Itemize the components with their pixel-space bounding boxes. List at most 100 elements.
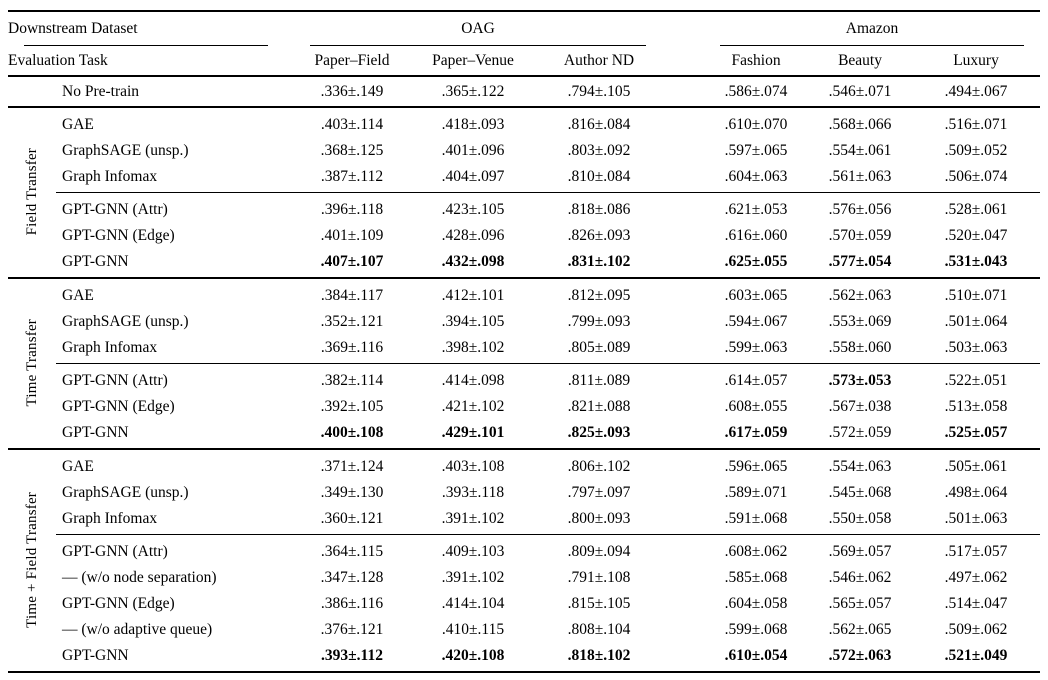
metric-cell: .336±.149 [294,76,410,108]
table-row: Field Transfer GAE .403±.114 .418±.093 .… [8,107,1040,279]
column-gap [662,163,705,193]
metric-cell: .570±.059 [828,226,892,244]
metric-cell: .569±.057 [828,542,892,560]
row-label: GAE [62,115,94,133]
column-gap [662,419,705,450]
column-gap [662,505,705,535]
metric-cell: .561±.063 [808,163,913,193]
metric-cell: .407±.107 [294,248,410,279]
metric-cell: .393±.118 [441,483,505,501]
section-label-text: Field Transfer [23,147,40,236]
metric-cell: .428±.096 [441,226,505,244]
table-row: Graph Infomax .369±.116 .398±.102 .805±.… [8,334,1041,364]
metric-cell: .398±.102 [410,334,536,364]
metric-cell: .429±.101 [410,419,536,450]
metric-cell: .400±.108 [294,419,410,450]
row-label: GraphSAGE (unsp.) [62,141,189,159]
metric-cell: .414±.104 [441,594,505,612]
column-gap [662,137,704,163]
metric-cell: .393±.112 [294,642,410,673]
metric-cell: .509±.052 [944,141,1008,159]
metric-cell: .604±.063 [704,163,809,193]
empty-cell [8,76,56,108]
metric-cell: .608±.055 [724,397,788,415]
section-label-text: Time Transfer [23,318,40,407]
table-row: GPT-GNN .393±.112 .420±.108 .818±.102 .6… [8,642,1041,673]
row-label: GPT-GNN (Edge) [62,594,175,612]
table-row: Graph Infomax .360±.121 .391±.102 .800±.… [8,505,1041,535]
metric-cell: .573±.053 [828,371,892,389]
row-label: No Pre-train [56,76,294,108]
table-row: Graph Infomax .387±.112 .404±.097 .810±.… [8,163,1041,193]
column-gap [662,248,705,279]
column-gap [662,590,704,616]
metric-cell: .818±.102 [536,642,663,673]
baseline-section: No Pre-train .336±.149 .365±.122 .794±.1… [8,76,1041,108]
metric-cell: .818±.086 [567,200,631,218]
metric-cell: .572±.063 [808,642,913,673]
metric-cell: .503±.063 [912,334,1041,364]
column-gap [662,334,705,364]
metric-cell: .514±.047 [944,594,1008,612]
metric-cell: .528±.061 [944,200,1008,218]
metric-cell: .562±.065 [828,620,892,638]
metric-cell: .809±.094 [567,542,631,560]
metric-cell: .797±.097 [567,483,631,501]
metric-cell: .558±.060 [808,334,913,364]
metric-cell: .420±.108 [410,642,536,673]
section-label-time-field-transfer: Time + Field Transfer [8,449,56,673]
metric-cell: .505±.061 [944,457,1008,475]
metric-cell: .382±.114 [320,371,384,389]
metric-cell: .603±.065 [724,286,788,304]
row-label: GPT-GNN [56,642,294,673]
metric-cell: .369±.116 [294,334,410,364]
row-label: GraphSAGE (unsp.) [62,312,189,330]
metric-cell: .391±.102 [410,505,536,535]
metric-cell: .418±.093 [441,115,505,133]
metric-cell: .423±.105 [441,200,505,218]
column-gap [662,222,704,248]
metric-cell: .360±.121 [294,505,410,535]
metric-cell: .614±.057 [724,371,788,389]
table-row: GPT-GNN (Attr) .396±.118 .423±.105 .818±… [8,193,1040,223]
col-header-beauty: Beauty [808,46,913,77]
metric-cell: .392±.105 [320,397,384,415]
section-time-field-transfer: Time + Field Transfer GAE .371±.124 .403… [8,449,1041,673]
metric-cell: .562±.063 [828,286,892,304]
metric-cell: .546±.071 [808,76,913,108]
metric-cell: .525±.057 [912,419,1041,450]
column-gap [662,193,704,223]
metric-cell: .811±.089 [567,371,631,389]
metric-cell: .386±.116 [320,594,384,612]
metric-cell: .625±.055 [704,248,809,279]
row-label: GPT-GNN (Attr) [62,542,168,560]
table-row: GraphSAGE (unsp.) .368±.125 .401±.096 .8… [8,137,1040,163]
metric-cell: .568±.066 [828,115,892,133]
metric-cell: .610±.054 [704,642,809,673]
metric-cell: .799±.093 [567,312,631,330]
metric-cell: .401±.096 [441,141,505,159]
metric-cell: .391±.102 [441,568,505,586]
column-gap [662,278,704,308]
metric-cell: .510±.071 [944,286,1008,304]
metric-cell: .412±.101 [441,286,505,304]
metric-cell: .387±.112 [294,163,410,193]
section-label-time-transfer: Time Transfer [8,278,56,450]
metric-cell: .617±.059 [704,419,809,450]
column-gap [662,393,704,419]
section-label-field-transfer: Field Transfer [8,107,56,279]
row-label: GPT-GNN (Attr) [62,371,168,389]
table-row: GraphSAGE (unsp.) .349±.130 .393±.118 .7… [8,479,1040,505]
metric-cell: .384±.117 [320,286,384,304]
metric-cell: .498±.064 [944,483,1008,501]
table-row: GPT-GNN (Edge) .386±.116 .414±.104 .815±… [8,590,1040,616]
oag-group-header: OAG [294,11,662,46]
metric-cell: .376±.121 [320,620,384,638]
amazon-group-header: Amazon [704,11,1040,46]
row-label: GPT-GNN (Attr) [62,200,168,218]
table-row: Time Transfer GAE .384±.117 .412±.101 .8… [8,278,1040,450]
column-gap [662,479,704,505]
row-label: GAE [62,286,94,304]
metric-cell: .506±.074 [912,163,1041,193]
metric-cell: .585±.068 [724,568,788,586]
